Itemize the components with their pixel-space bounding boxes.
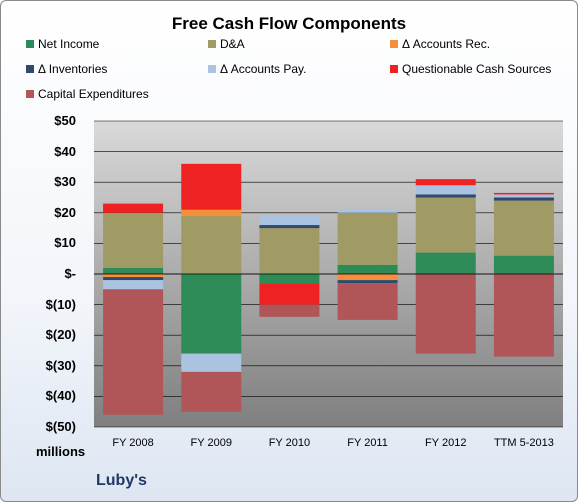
legend-swatch [390, 65, 398, 73]
y-tick-label: $(30) [45, 357, 76, 373]
bar-segment [181, 215, 242, 274]
bar-segment [493, 200, 554, 256]
bar-segment [493, 194, 554, 198]
bar-segment [493, 197, 554, 201]
bar-segment [493, 192, 554, 195]
bar-segment [415, 185, 476, 195]
bar-segment [259, 283, 320, 305]
y-tick-label: $(20) [45, 327, 76, 343]
legend-item: Δ Inventories [26, 62, 107, 76]
bar-segment [337, 264, 398, 274]
x-tick-label: FY 2008 [112, 437, 154, 449]
legend-swatch [26, 65, 34, 73]
bar-segment [415, 274, 476, 354]
x-tick-label: FY 2011 [347, 437, 388, 449]
legend-item: Net Income [26, 37, 99, 51]
bar-segment [259, 228, 320, 274]
legend-label: Δ Accounts Pay. [220, 62, 307, 76]
bar-segment [259, 215, 320, 226]
bar-segment [103, 212, 164, 268]
legend-label: Capital Expenditures [38, 87, 149, 101]
legend-label: Questionable Cash Sources [402, 62, 552, 76]
bar-segment [493, 274, 554, 357]
bar-segment [103, 280, 164, 290]
bar-segment [103, 203, 164, 213]
legend-swatch [208, 40, 216, 48]
bar-segment [415, 197, 476, 253]
legend-item: Δ Accounts Pay. [208, 62, 307, 76]
y-tick-label: $20 [54, 204, 76, 220]
x-tick-label: FY 2012 [425, 437, 467, 449]
y-tick-label: $(40) [45, 388, 76, 404]
x-tick-label: TTM 5-2013 [493, 437, 554, 449]
legend-item: Capital Expenditures [26, 87, 149, 101]
bar-segment [337, 209, 398, 213]
bar-segment [181, 209, 242, 216]
bar-segment [415, 194, 476, 198]
bar-segment [103, 277, 164, 281]
chart-title: Free Cash Flow Components [171, 14, 407, 33]
y-tick-label: $30 [54, 174, 76, 190]
legend-swatch [26, 90, 34, 98]
legend-swatch [390, 40, 398, 48]
y-tick-label: $- [64, 266, 76, 281]
x-tick-label: FY 2010 [268, 437, 311, 449]
bar-segment [103, 289, 164, 415]
bar-segment [181, 371, 242, 412]
bar-segment [103, 274, 164, 278]
y-tick-label: $50 [54, 113, 76, 128]
y-tick-label: $(50) [45, 419, 76, 434]
bar-segment [493, 255, 554, 274]
legend-swatch [208, 65, 216, 73]
bar-segment [181, 163, 242, 210]
bar-segment [181, 274, 242, 354]
bar-segment [181, 353, 242, 372]
bar-segment [337, 280, 398, 284]
legend-label: Δ Accounts Rec. [402, 37, 491, 51]
legend-swatch [26, 40, 34, 48]
y-tick-label: $10 [54, 235, 76, 251]
bar-segment [337, 274, 398, 281]
y-tick-label: $(10) [45, 296, 76, 312]
bar-segment [337, 283, 398, 320]
legend-item: D&A [208, 37, 245, 51]
bar-segment [259, 225, 320, 229]
bar-segment [337, 212, 398, 265]
bar-segment [259, 274, 320, 284]
legend-label: D&A [220, 37, 245, 51]
y-tick-label: $40 [54, 143, 76, 159]
legend-item: Δ Accounts Rec. [390, 37, 490, 51]
company-name: Luby's [96, 472, 147, 489]
bar-segment [415, 179, 476, 186]
bar-segment [103, 267, 164, 274]
legend-label: Δ Inventories [38, 62, 108, 76]
units-label: millions [36, 444, 86, 459]
x-tick-label: FY 2009 [190, 437, 232, 449]
legend-label: Net Income [38, 37, 100, 51]
bar-segment [415, 252, 476, 274]
legend-item: Questionable Cash Sources [390, 62, 551, 76]
bar-segment [259, 304, 320, 317]
